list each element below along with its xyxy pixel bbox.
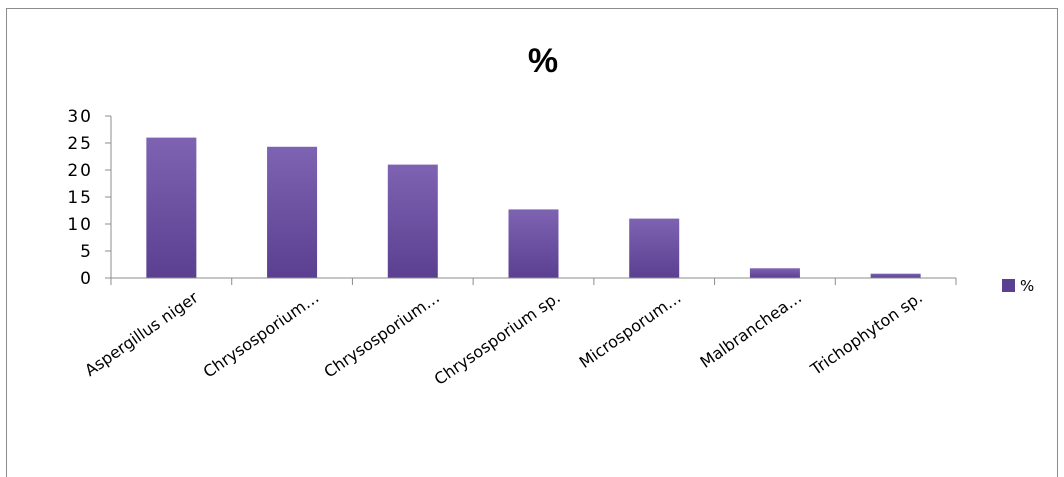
y-tick-label: 5	[80, 242, 93, 262]
y-tick-label: 30	[67, 107, 93, 127]
bar	[870, 273, 921, 278]
x-category-label: Chrysosporium sp.	[431, 288, 564, 389]
y-tick-label: 20	[67, 161, 93, 181]
x-category-label: Chrysosporium…	[320, 288, 443, 382]
y-tick-label: 0	[80, 269, 93, 289]
bar	[508, 209, 559, 278]
legend-swatch	[1002, 279, 1015, 292]
bar	[629, 218, 680, 278]
legend-label: %	[1020, 277, 1034, 295]
bar	[387, 164, 438, 278]
bar	[146, 137, 197, 278]
y-tick-label: 10	[67, 215, 93, 235]
x-category-label: Trichophyton sp.	[806, 288, 926, 380]
bar	[749, 268, 800, 278]
x-category-label: Malbranchea…	[697, 288, 806, 372]
x-category-label: Aspergillus niger	[81, 287, 202, 380]
x-category-label: Chrysosporium…	[200, 288, 323, 382]
bar	[267, 146, 318, 278]
x-category-label: Microsporum…	[576, 288, 685, 372]
y-tick-label: 25	[67, 134, 93, 154]
y-tick-label: 15	[67, 188, 93, 208]
chart-title: %	[528, 42, 558, 80]
